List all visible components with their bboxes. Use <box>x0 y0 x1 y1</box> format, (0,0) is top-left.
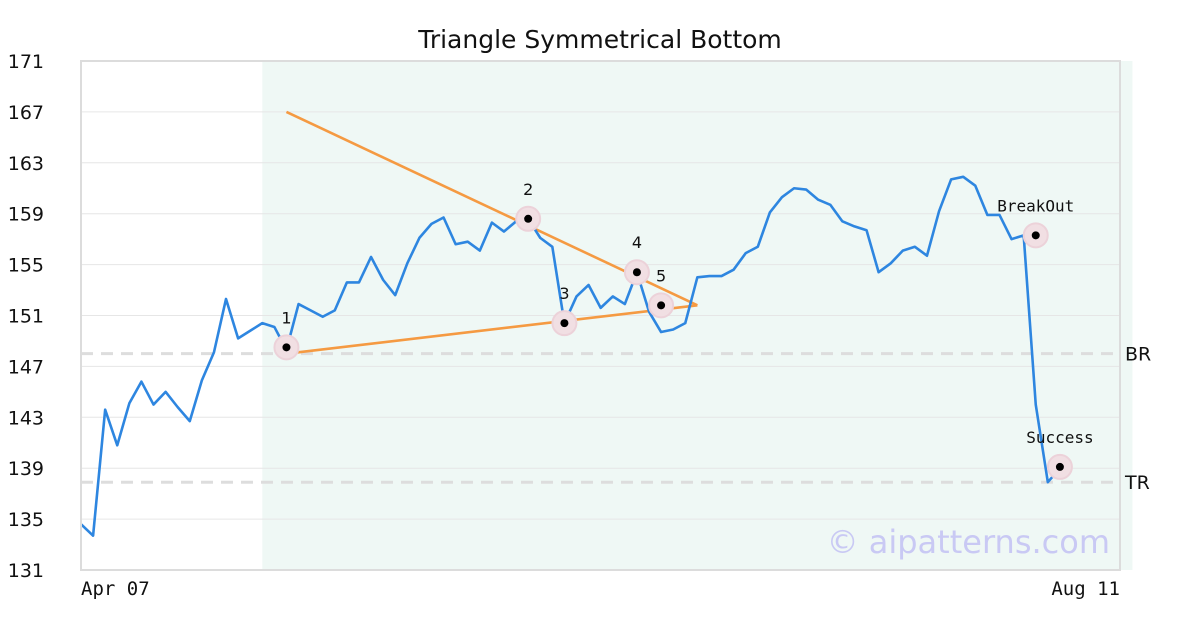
event-markers: BreakOut Success <box>997 196 1094 480</box>
x-tick-label: Aug 11 <box>1051 578 1120 600</box>
x-axis: Apr 07 Aug 11 <box>81 578 1120 600</box>
y-tick-label: 167 <box>8 102 44 124</box>
pattern-point-label-1: 1 <box>281 308 291 327</box>
watermark: © aipatterns.com <box>827 523 1110 561</box>
chart-title: Triangle Symmetrical Bottom <box>417 25 782 54</box>
pattern-point-3-dot <box>560 319 569 328</box>
y-axis: 131 135 139 143 147 151 155 159 163 167 171 <box>8 51 44 582</box>
y-tick-label: 139 <box>8 458 44 480</box>
x-tick-label: Apr 07 <box>81 578 150 600</box>
y-tick-label: 151 <box>8 306 44 328</box>
event-breakout-dot <box>1031 231 1040 240</box>
y-tick-label: 147 <box>8 356 44 378</box>
y-tick-label: 155 <box>8 255 44 277</box>
event-success-dot <box>1055 462 1064 471</box>
pattern-point-5-dot <box>657 301 666 310</box>
y-tick-label: 143 <box>8 407 44 429</box>
event-label-breakout: BreakOut <box>997 196 1074 215</box>
pattern-point-2-dot <box>524 214 533 223</box>
level-label-br: BR <box>1125 344 1151 366</box>
trend-line-lower <box>286 304 698 355</box>
level-lines: BR TR <box>81 344 1151 494</box>
y-tick-label: 135 <box>8 509 44 531</box>
pattern-point-label-3: 3 <box>559 284 569 303</box>
pattern-point-label-4: 4 <box>632 233 642 252</box>
plot-frame <box>80 60 1121 571</box>
pattern-point-1-dot <box>282 343 291 352</box>
pattern-point-4-dot <box>632 268 641 277</box>
y-tick-label: 171 <box>8 51 44 73</box>
pattern-point-label-2: 2 <box>523 180 533 199</box>
y-tick-label: 159 <box>8 204 44 226</box>
event-label-success: Success <box>1026 428 1093 447</box>
y-tick-label: 163 <box>8 153 44 175</box>
y-tick-label: 131 <box>8 560 44 582</box>
pattern-points: 1 2 3 45 <box>273 180 675 361</box>
price-line <box>80 175 1072 537</box>
pattern-point-label-5: 5 <box>656 266 666 285</box>
level-label-tr: TR <box>1124 472 1150 494</box>
